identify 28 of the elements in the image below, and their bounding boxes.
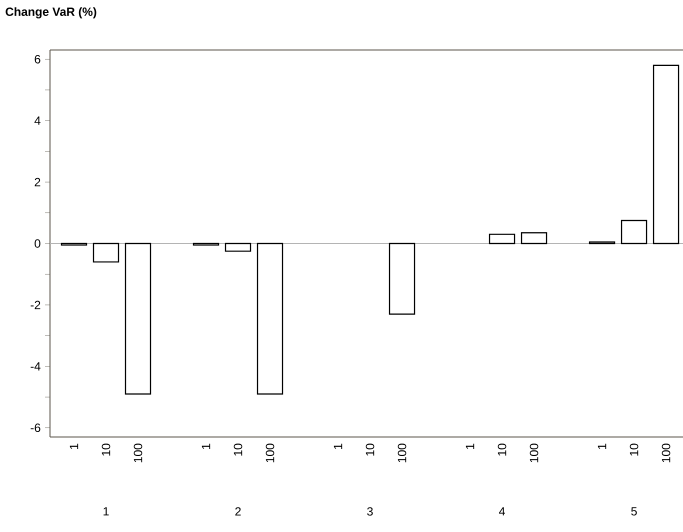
x-tick-label: 10 — [498, 444, 506, 456]
x-tick-label: 10 — [366, 444, 374, 456]
text: 5 — [631, 507, 637, 516]
text: 4 — [498, 507, 506, 516]
x-tick-label: 100 — [662, 444, 670, 462]
text: 1 — [104, 507, 109, 516]
y-tick-label: 2 — [34, 178, 40, 186]
y-tick-label: 6 — [34, 54, 40, 64]
y-axis-title: Change VaR (%) — [6, 7, 96, 18]
x-tick-label: 1 — [466, 444, 474, 449]
x-tick-label: 10 — [102, 444, 110, 456]
x-tick-label: 100 — [266, 444, 274, 462]
text: 3 — [367, 507, 373, 516]
y-tick-label: -6 — [30, 424, 40, 432]
x-tick-label: 10 — [234, 444, 242, 456]
x-tick-label: 100 — [530, 444, 538, 462]
x-tick-label: 1 — [334, 444, 342, 449]
x-tick-label: 1 — [202, 444, 210, 449]
text: 2 — [235, 507, 241, 516]
x-tick-label: 1 — [70, 444, 78, 449]
y-tick-label: 0 — [34, 239, 40, 248]
y-tick-label: -2 — [30, 300, 40, 310]
x-tick-label: 100 — [134, 444, 142, 462]
y-tick-label: -4 — [30, 362, 40, 370]
y-tick-label: 4 — [34, 116, 40, 125]
x-tick-label: 1 — [598, 444, 606, 449]
x-tick-label: 100 — [398, 444, 406, 462]
x-tick-label: 10 — [630, 444, 638, 456]
